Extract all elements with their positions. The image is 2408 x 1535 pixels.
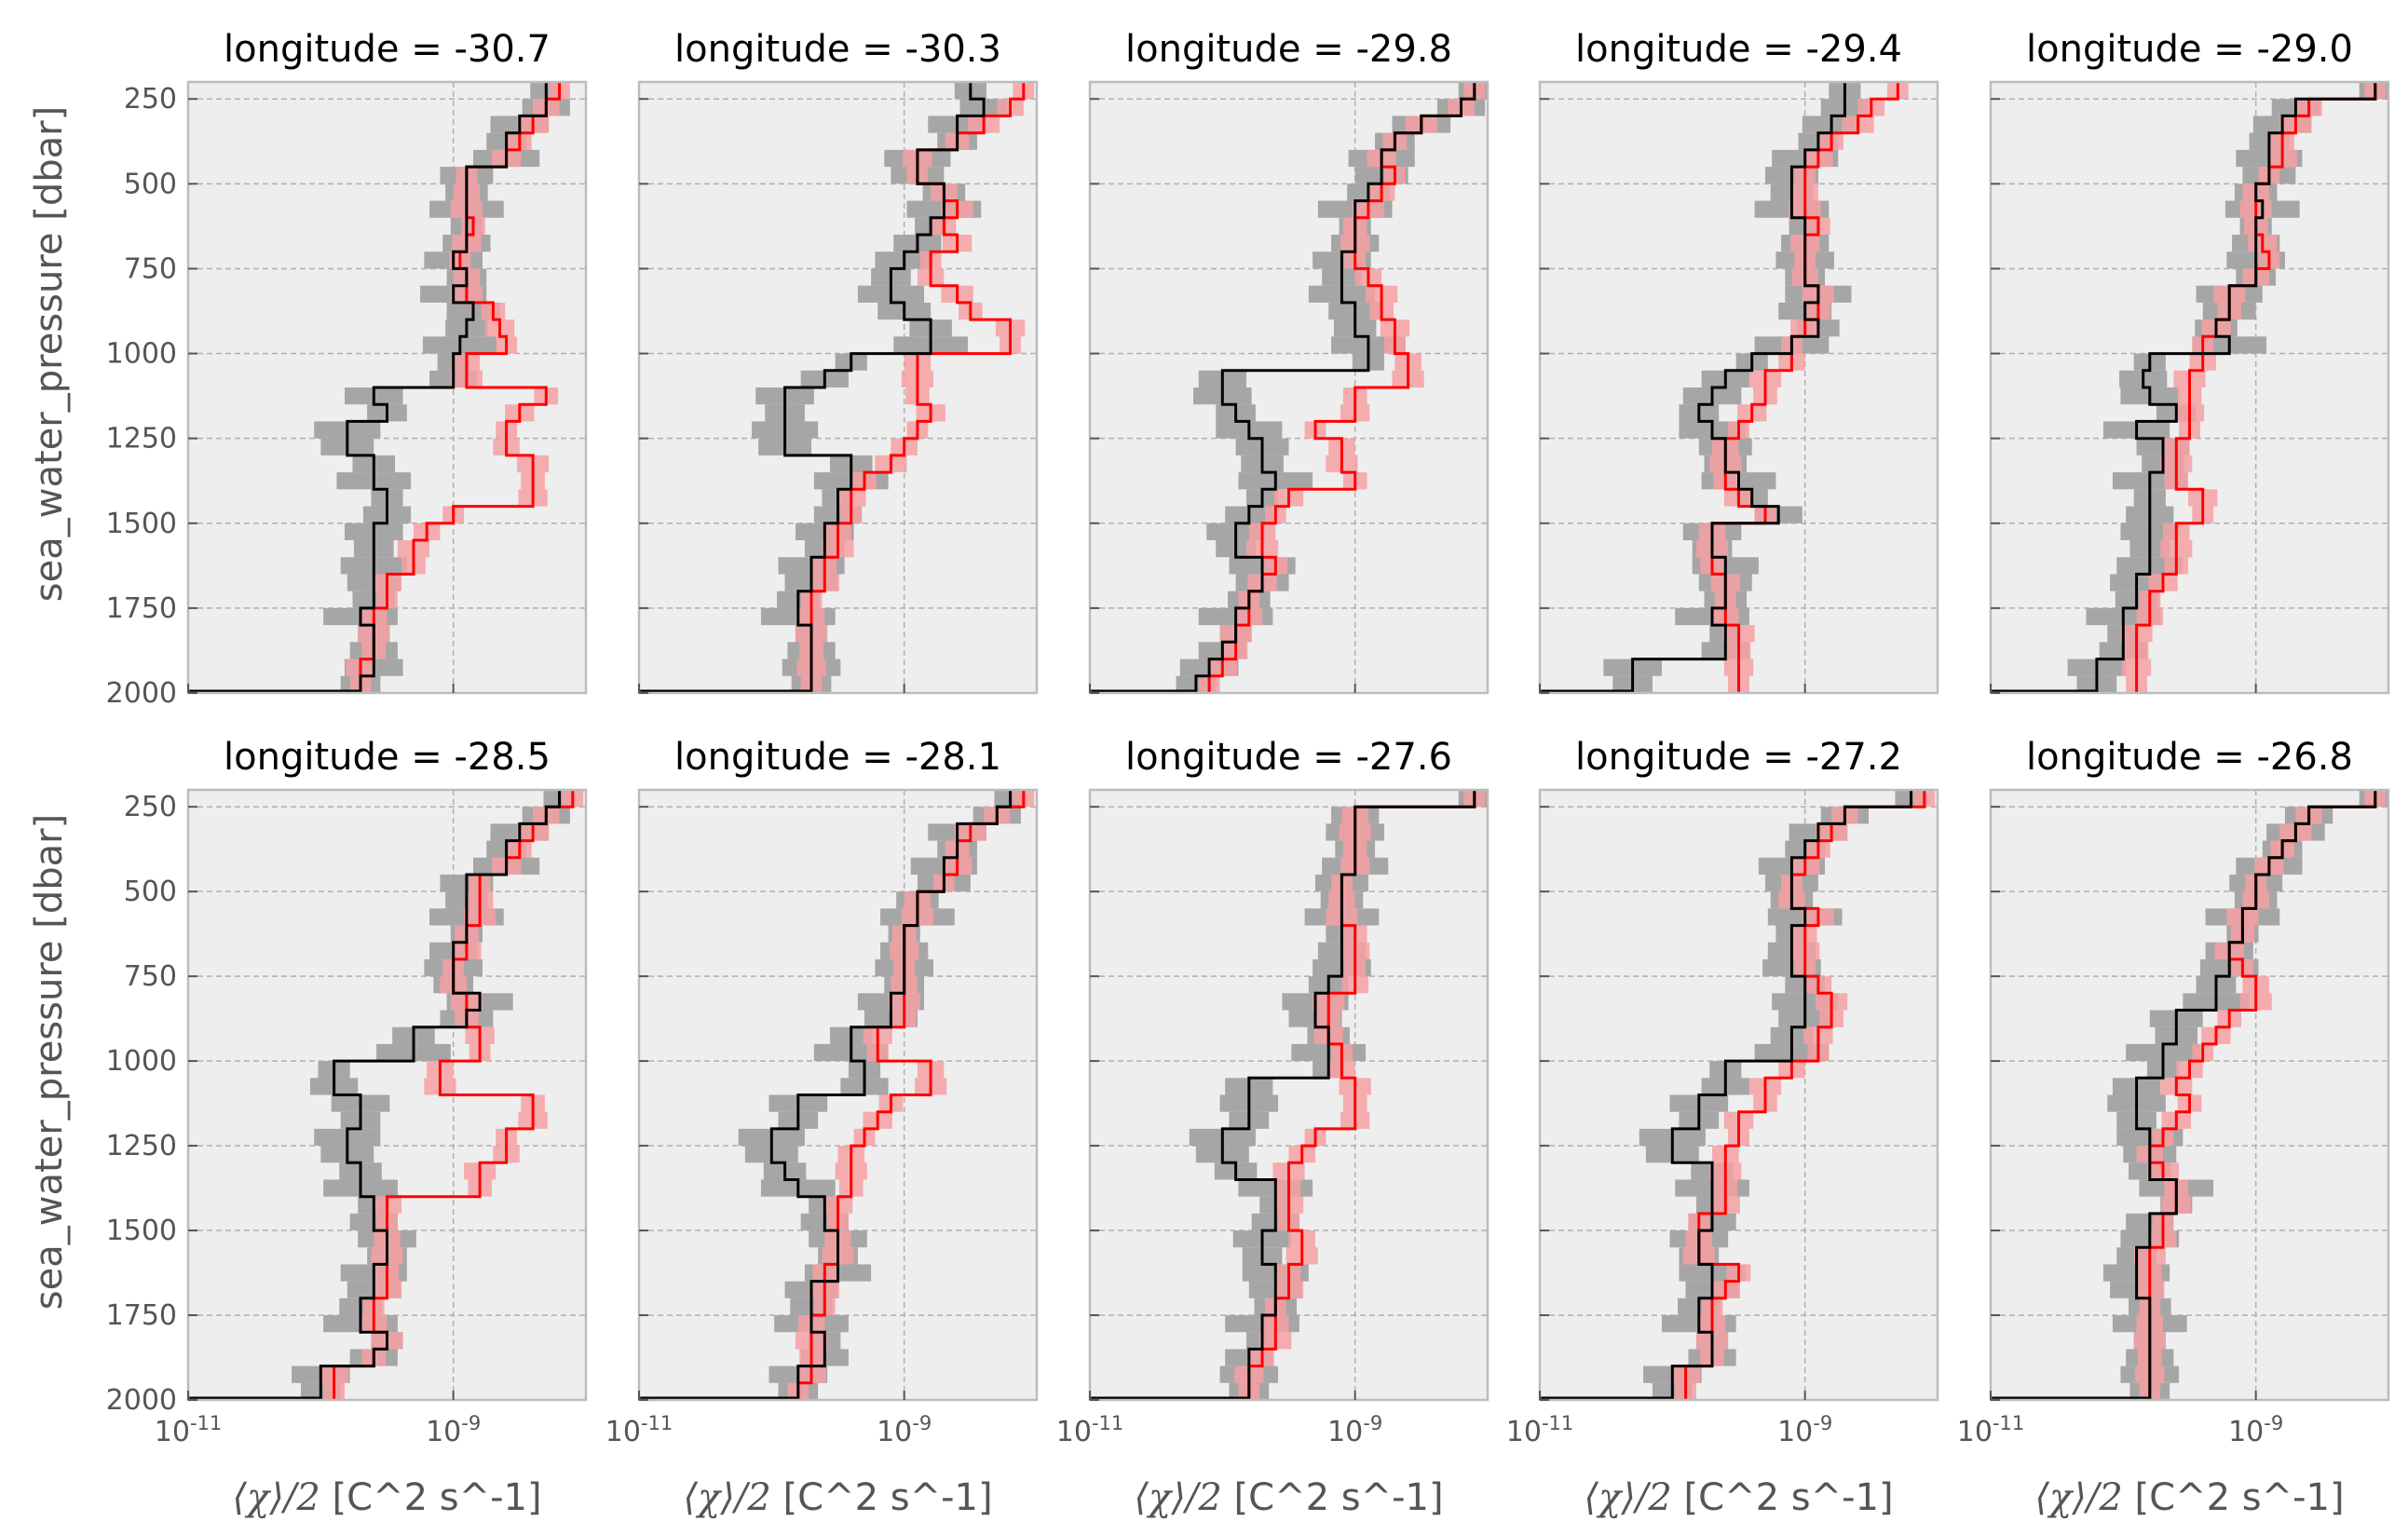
data-layer xyxy=(1090,790,1488,1400)
subplot-title: longitude = -29.0 xyxy=(2026,28,2353,71)
subplot-panel: 10-11 10-9 longitude = -26.8 ⟨χ⟩/2 [C^2 s^-… xyxy=(1957,736,2390,1519)
subplot-title: longitude = -27.2 xyxy=(1575,736,1902,779)
x-tick-label: 10-9 xyxy=(877,1412,932,1448)
subplot-panel: longitude = -29.4 xyxy=(1538,28,1939,695)
y-tick-label: 1250 xyxy=(106,1130,177,1162)
plot-frame xyxy=(186,80,588,695)
plot-frame xyxy=(1088,788,1490,1402)
x-tick-label: 10-11 xyxy=(1056,1412,1124,1448)
plot-frame xyxy=(186,788,588,1402)
y-tick-label: 250 xyxy=(124,83,177,115)
subplot-title: longitude = -30.7 xyxy=(224,28,551,71)
x-tick-label: 10-9 xyxy=(426,1412,481,1448)
data-layer xyxy=(188,790,584,1400)
data-layer xyxy=(639,82,1035,693)
y-tick-label: 750 xyxy=(124,252,177,285)
black-profile-line xyxy=(769,790,1012,1400)
x-axis-label: ⟨χ⟩/2 [C^2 s^-1] xyxy=(232,1476,541,1519)
y-tick-label: 750 xyxy=(124,960,177,993)
black-profile-line xyxy=(346,82,548,693)
data-layer xyxy=(1090,82,1488,693)
black-profile-line xyxy=(783,82,986,693)
y-tick-label: 500 xyxy=(124,876,177,908)
y-tick-label: 1750 xyxy=(106,592,177,625)
x-tick-label: 10-9 xyxy=(1777,1412,1832,1448)
red-profile-line xyxy=(796,790,1026,1400)
black-profile-line xyxy=(1220,790,1476,1400)
plot-frame xyxy=(637,80,1039,695)
plot-frame xyxy=(1538,788,1939,1402)
plot-area xyxy=(1090,82,1488,693)
y-tick-label: 1250 xyxy=(106,423,177,455)
subplot-panel: 10-11 10-9 longitude = -28.1 ⟨χ⟩/2 [C^2 s^-… xyxy=(605,736,1039,1519)
subplot-title: longitude = -29.8 xyxy=(1125,28,1452,71)
y-tick-label: 2000 xyxy=(106,677,177,710)
y-tick-label: 250 xyxy=(124,791,177,823)
subplot-title: longitude = -29.4 xyxy=(1575,28,1902,71)
subplot-title: longitude = -26.8 xyxy=(2026,736,2353,779)
subplot-panel: 10-11 10-9 longitude = -27.6 ⟨χ⟩/2 [C^2 s^-… xyxy=(1056,736,1490,1519)
subplot-title: longitude = -28.1 xyxy=(674,736,1001,779)
subplot-panel: 250 500 750 1000 1250 1500 1750 2000 longitude =… xyxy=(106,28,588,710)
data-layer xyxy=(639,790,1035,1400)
red-profile-line xyxy=(1684,790,1926,1400)
y-tick-label: 1000 xyxy=(106,1045,177,1078)
x-tick-label: 10-11 xyxy=(1506,1412,1574,1448)
y-axis-label: sea_water_pressure [dbar] xyxy=(28,106,71,602)
y-axis-label: sea_water_pressure [dbar] xyxy=(28,814,71,1310)
x-axis-label: ⟨χ⟩/2 [C^2 s^-1] xyxy=(2034,1476,2344,1519)
subplot-panel: longitude = -29.8 xyxy=(1088,28,1490,695)
subplot-panel: 10-11 10-9 longitude = -27.2 ⟨χ⟩/2 [C^2 s^-… xyxy=(1506,736,1939,1519)
x-tick-label: 10-11 xyxy=(155,1412,223,1448)
data-layer xyxy=(1540,82,1909,693)
panel-grid: 250 500 750 1000 1250 1500 1750 2000 longitude =… xyxy=(106,28,2390,1519)
black-profile-line xyxy=(1631,82,1846,693)
black-profile-line xyxy=(2135,790,2377,1400)
y-tick-label: 1500 xyxy=(106,1215,177,1247)
subplot-title: longitude = -30.3 xyxy=(674,28,1001,71)
plot-frame xyxy=(1989,788,2390,1402)
subplot-title: longitude = -27.6 xyxy=(1125,736,1452,779)
data-layer xyxy=(1991,790,2388,1400)
x-tick-label: 10-9 xyxy=(2228,1412,2283,1448)
data-layer xyxy=(1991,82,2388,693)
x-tick-label: 10-11 xyxy=(1957,1412,2025,1448)
data-layer xyxy=(188,82,570,693)
x-axis-label: ⟨χ⟩/2 [C^2 s^-1] xyxy=(1134,1476,1443,1519)
data-layer xyxy=(1540,790,1936,1400)
black-profile-line xyxy=(2095,82,2377,693)
x-tick-label: 10-9 xyxy=(1327,1412,1382,1448)
red-profile-line xyxy=(1710,82,1899,693)
black-profile-line xyxy=(1194,82,1476,693)
x-axis-label: ⟨χ⟩/2 [C^2 s^-1] xyxy=(1584,1476,1893,1519)
y-tick-label: 1000 xyxy=(106,338,177,371)
y-tick-label: 2000 xyxy=(106,1384,177,1417)
plot-frame xyxy=(1989,80,2390,695)
x-tick-label: 10-11 xyxy=(605,1412,673,1448)
y-tick-label: 1750 xyxy=(106,1299,177,1332)
black-profile-line xyxy=(1670,790,1912,1400)
plot-frame xyxy=(637,788,1039,1402)
x-axis-label: ⟨χ⟩/2 [C^2 s^-1] xyxy=(683,1476,992,1519)
y-tick-label: 500 xyxy=(124,168,177,200)
plot-frame xyxy=(1538,80,1939,695)
subplot-title: longitude = -28.5 xyxy=(224,736,551,779)
subplot-panel: longitude = -29.0 xyxy=(1989,28,2390,695)
plot-frame xyxy=(1088,80,1490,695)
y-tick-label: 1500 xyxy=(106,508,177,540)
subplot-panel: longitude = -30.3 xyxy=(637,28,1039,695)
black-profile-line xyxy=(319,790,561,1400)
